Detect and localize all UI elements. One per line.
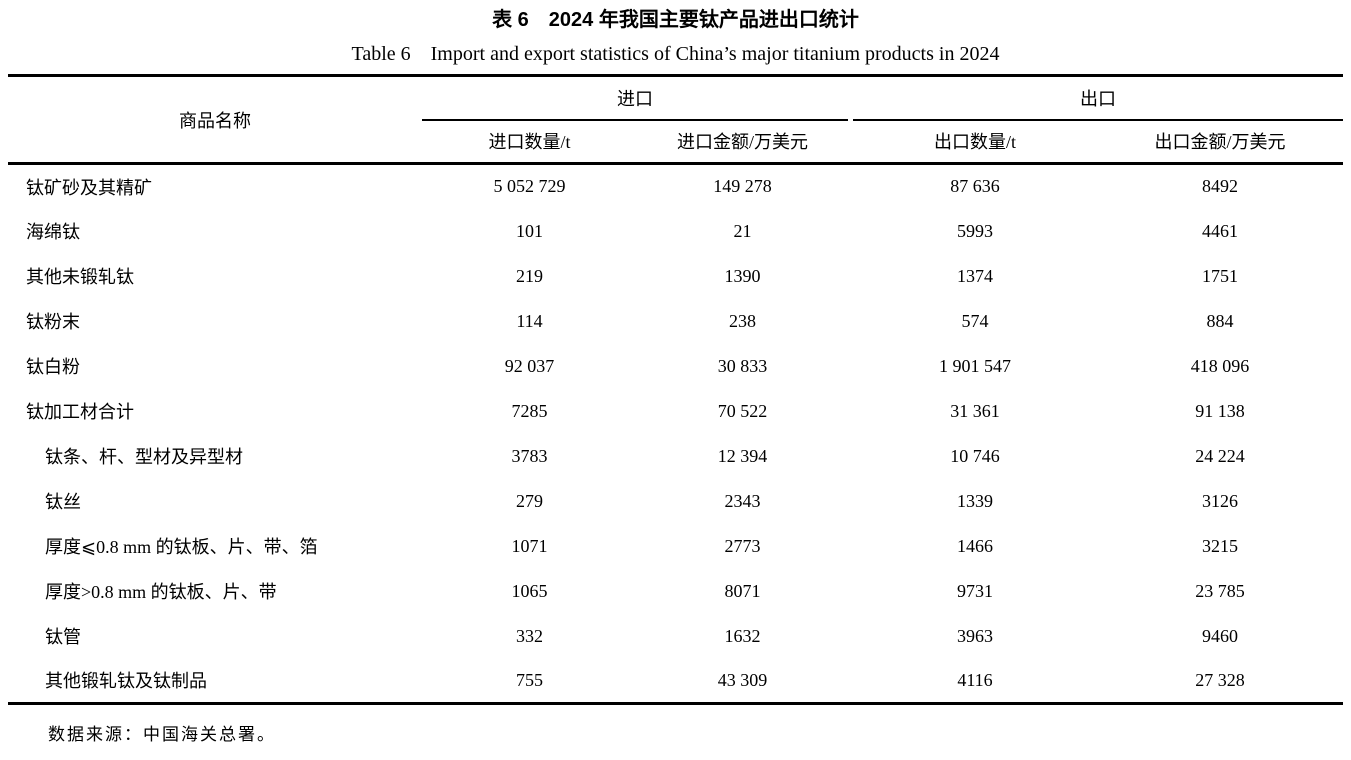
product-name-cell: 钛矿砂及其精矿: [26, 177, 152, 198]
import-qty-cell: 219: [516, 265, 543, 286]
product-name-cell: 海绵钛: [26, 222, 80, 242]
export-qty-cell: 1339: [957, 490, 993, 511]
import-value-cell: 8071: [724, 580, 761, 601]
export-qty-cell: 31 361: [950, 400, 1000, 421]
import-qty-cell: 1065: [511, 580, 548, 601]
export-qty-cell: 10 746: [950, 445, 1000, 466]
product-name-cell: 厚度>0.8 mm 的钛板、片、带: [45, 582, 277, 602]
import-qty-cell: 279: [516, 490, 543, 511]
table-row: 其他锻轧钛及钛制品 755 43 309 4116 27 328: [8, 659, 1343, 704]
import-qty-cell: 3783: [511, 445, 548, 466]
import-value-cell: 2773: [724, 535, 761, 556]
import-value-cell: 30 833: [717, 355, 768, 376]
table-body: 钛矿砂及其精矿 5 052 729 149 278 87 636 8492 海绵…: [8, 164, 1343, 704]
export-qty-header: 出口数量/t: [853, 119, 1097, 165]
table-row: 厚度⩽0.8 mm 的钛板、片、带、箔 1071 2773 1466 3215: [8, 524, 1343, 569]
product-name-cell: 钛管: [45, 627, 81, 647]
export-qty-cell: 4116: [957, 669, 993, 690]
import-qty-cell: 1071: [511, 535, 548, 556]
import-group-header: 进口: [422, 75, 848, 121]
import-value-cell: 43 309: [717, 669, 768, 690]
import-value-cell: 238: [729, 310, 756, 331]
import-value-cell: 21: [733, 220, 752, 241]
export-qty-cell: 1374: [957, 265, 993, 286]
export-value-cell: 8492: [1202, 176, 1238, 197]
import-qty-header: 进口数量/t: [422, 119, 637, 165]
import-value-cell: 1632: [724, 625, 761, 646]
table-caption-en: Table 6 Import and export statistics of …: [351, 43, 1000, 65]
export-qty-cell: 9731: [957, 580, 993, 601]
export-value-cell: 3215: [1202, 535, 1238, 556]
export-value-cell: 418 096: [1190, 355, 1250, 376]
import-value-cell: 2343: [724, 490, 761, 511]
product-name-cell: 厚度⩽0.8 mm 的钛板、片、带、箔: [45, 537, 318, 557]
product-name-cell: 钛粉末: [26, 312, 80, 332]
product-name-cell: 钛丝: [45, 492, 81, 512]
header-group-row: 商品名称 进口 出口: [8, 75, 1343, 165]
import-qty-cell: 114: [516, 310, 543, 331]
import-value-cell: 70 522: [717, 400, 768, 421]
table-row: 海绵钛 101 21 5993 4461: [8, 209, 1343, 254]
export-value-cell: 1751: [1202, 265, 1238, 286]
product-name-cell: 其他未锻轧钛: [26, 267, 134, 287]
header-sub-row: 进口数量/t 进口金额/万美元 出口数量/t 出口金额/万美元: [8, 119, 1343, 165]
import-value-header: 进口金额/万美元: [637, 119, 848, 165]
product-name-cell: 钛条、杆、型材及异型材: [45, 447, 243, 467]
import-qty-cell: 92 037: [504, 355, 555, 376]
export-value-cell: 23 785: [1195, 580, 1245, 601]
export-qty-cell: 1466: [957, 535, 993, 556]
table-row: 钛加工材合计 7285 70 522 31 361 91 138: [8, 389, 1343, 434]
export-value-cell: 4461: [1202, 220, 1238, 241]
export-value-cell: 91 138: [1195, 400, 1245, 421]
import-qty-cell: 7285: [511, 400, 548, 421]
export-value-header: 出口金额/万美元: [1097, 119, 1343, 165]
table-row: 钛白粉 92 037 30 833 1 901 547 418 096: [8, 344, 1343, 389]
group-divider-gap: [848, 75, 853, 165]
import-export-table: 商品名称 进口 出口 进口数量/t 进口金额/万美元 出口数量/t 出口金额/万…: [8, 74, 1343, 705]
import-value-cell: 1390: [724, 265, 761, 286]
import-qty-cell: 332: [516, 625, 543, 646]
export-value-cell: 27 328: [1195, 669, 1245, 690]
product-name-cell: 钛加工材合计: [26, 402, 134, 422]
data-source-note: 数据来源：中国海关总署。: [48, 725, 276, 744]
export-qty-cell: 5993: [957, 220, 993, 241]
export-qty-cell: 3963: [957, 625, 993, 646]
product-name-cell: 钛白粉: [26, 357, 80, 377]
table-header: 商品名称 进口 出口 进口数量/t 进口金额/万美元 出口数量/t 出口金额/万…: [8, 75, 1343, 165]
export-qty-cell: 87 636: [950, 176, 1000, 197]
export-group-header: 出口: [853, 75, 1343, 121]
table-row: 钛丝 279 2343 1339 3126: [8, 479, 1343, 524]
export-qty-cell: 1 901 547: [939, 355, 1011, 376]
product-name-cell: 其他锻轧钛及钛制品: [45, 671, 207, 692]
export-value-cell: 9460: [1202, 625, 1238, 646]
export-value-cell: 884: [1206, 310, 1234, 331]
table-caption-zh: 表 6 2024 年我国主要钛产品进出口统计: [492, 9, 859, 31]
export-qty-cell: 574: [961, 310, 989, 331]
product-name-header: 商品名称: [8, 75, 422, 165]
table-row: 厚度>0.8 mm 的钛板、片、带 1065 8071 9731 23 785: [8, 569, 1343, 614]
export-value-cell: 24 224: [1195, 445, 1245, 466]
import-value-cell: 149 278: [713, 176, 772, 197]
import-qty-cell: 5 052 729: [493, 176, 566, 197]
import-qty-cell: 101: [516, 220, 543, 241]
table-row: 钛条、杆、型材及异型材 3783 12 394 10 746 24 224: [8, 434, 1343, 479]
import-value-cell: 12 394: [717, 445, 768, 466]
import-qty-cell: 755: [516, 669, 543, 690]
table-row: 钛矿砂及其精矿 5 052 729 149 278 87 636 8492: [8, 164, 1343, 209]
export-value-cell: 3126: [1202, 490, 1238, 511]
table-row: 其他未锻轧钛 219 1390 1374 1751: [8, 254, 1343, 299]
table-row: 钛粉末 114 238 574 884: [8, 299, 1343, 344]
table-row: 钛管 332 1632 3963 9460: [8, 614, 1343, 659]
